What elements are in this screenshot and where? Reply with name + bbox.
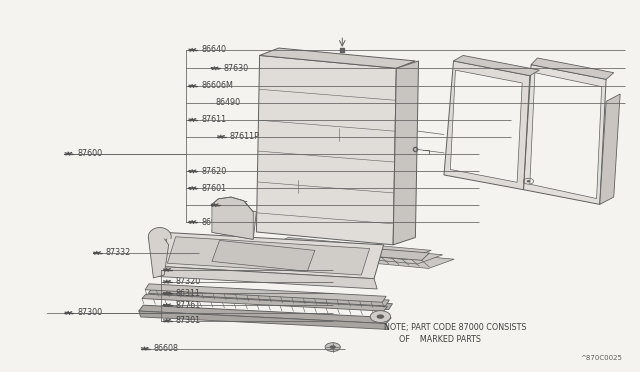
Text: 86608: 86608 — [154, 344, 179, 353]
Text: NOTE; PART CODE 87000 CONSISTS: NOTE; PART CODE 87000 CONSISTS — [383, 323, 526, 332]
Polygon shape — [524, 65, 606, 204]
Polygon shape — [148, 234, 169, 278]
Text: 86640: 86640 — [201, 45, 226, 54]
Polygon shape — [148, 228, 172, 238]
Text: 87611: 87611 — [201, 115, 226, 124]
Circle shape — [527, 180, 531, 182]
Text: 87320: 87320 — [175, 277, 201, 286]
Polygon shape — [155, 266, 377, 289]
Polygon shape — [152, 291, 392, 310]
Polygon shape — [142, 294, 387, 311]
Circle shape — [330, 345, 336, 349]
Polygon shape — [444, 61, 530, 190]
Circle shape — [370, 311, 390, 323]
Polygon shape — [212, 240, 315, 271]
Polygon shape — [257, 55, 396, 245]
Text: 87620: 87620 — [201, 167, 227, 176]
Polygon shape — [280, 242, 443, 264]
Polygon shape — [212, 197, 253, 239]
Text: 87300: 87300 — [77, 308, 102, 317]
Polygon shape — [250, 239, 429, 260]
Polygon shape — [139, 305, 391, 324]
Polygon shape — [155, 232, 383, 279]
Text: 86606M: 86606M — [201, 81, 233, 90]
Polygon shape — [212, 204, 257, 239]
Circle shape — [325, 343, 340, 352]
Polygon shape — [155, 232, 168, 270]
Text: 86490: 86490 — [215, 98, 240, 108]
Polygon shape — [451, 70, 522, 182]
Text: 87601: 87601 — [201, 184, 226, 193]
Polygon shape — [292, 246, 454, 268]
Polygon shape — [148, 288, 389, 306]
Text: OF    MARKED PARTS: OF MARKED PARTS — [383, 335, 481, 344]
Text: 87761: 87761 — [175, 301, 201, 310]
Text: 86901: 86901 — [201, 218, 226, 227]
Text: 87611P: 87611P — [230, 132, 260, 141]
Text: 86311: 86311 — [175, 289, 201, 298]
Text: 87332: 87332 — [106, 248, 131, 257]
Polygon shape — [260, 48, 415, 68]
Polygon shape — [269, 237, 431, 260]
Polygon shape — [454, 55, 540, 76]
Polygon shape — [221, 245, 247, 260]
Polygon shape — [168, 237, 369, 275]
Text: 87600: 87600 — [77, 149, 102, 158]
Polygon shape — [530, 73, 602, 199]
Polygon shape — [600, 94, 620, 204]
Circle shape — [376, 314, 384, 319]
Text: 87630: 87630 — [223, 64, 248, 73]
Polygon shape — [531, 58, 614, 79]
Text: 87616: 87616 — [223, 201, 248, 210]
Polygon shape — [393, 61, 419, 245]
Text: 86606N: 86606N — [175, 265, 207, 275]
Polygon shape — [139, 311, 388, 330]
Text: 87301: 87301 — [175, 316, 201, 325]
Polygon shape — [145, 284, 386, 302]
Text: ^870C0025: ^870C0025 — [580, 355, 622, 361]
